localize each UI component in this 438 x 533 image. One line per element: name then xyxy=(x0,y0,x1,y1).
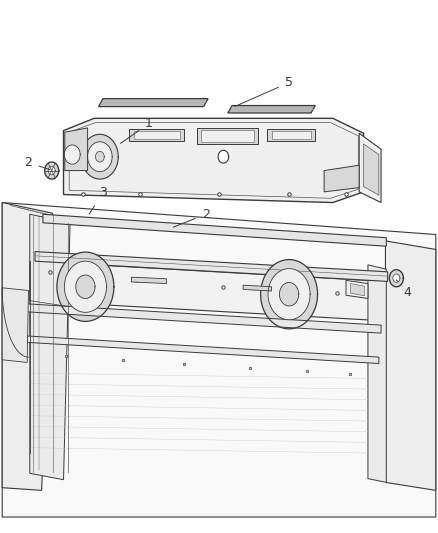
Polygon shape xyxy=(197,128,258,144)
Polygon shape xyxy=(43,214,386,246)
Polygon shape xyxy=(393,274,400,282)
Polygon shape xyxy=(272,131,311,139)
Polygon shape xyxy=(65,128,88,171)
Polygon shape xyxy=(99,99,208,107)
Polygon shape xyxy=(385,241,436,490)
Polygon shape xyxy=(2,203,436,517)
Polygon shape xyxy=(368,265,386,482)
Polygon shape xyxy=(134,131,180,139)
Polygon shape xyxy=(267,129,315,141)
Polygon shape xyxy=(389,270,403,287)
Polygon shape xyxy=(64,261,106,312)
Polygon shape xyxy=(261,260,318,329)
Text: 3: 3 xyxy=(89,187,107,214)
Polygon shape xyxy=(364,144,379,195)
Polygon shape xyxy=(268,269,310,320)
Polygon shape xyxy=(48,166,55,175)
Polygon shape xyxy=(346,280,368,298)
Polygon shape xyxy=(81,134,118,179)
Polygon shape xyxy=(24,336,379,364)
Polygon shape xyxy=(201,130,254,142)
Polygon shape xyxy=(30,214,70,480)
Polygon shape xyxy=(228,106,315,113)
Text: 2: 2 xyxy=(173,208,210,227)
Polygon shape xyxy=(95,151,104,162)
Polygon shape xyxy=(2,203,53,490)
Text: 2: 2 xyxy=(25,156,50,169)
Polygon shape xyxy=(129,129,184,141)
Text: 1: 1 xyxy=(120,117,153,143)
Polygon shape xyxy=(88,142,112,172)
Polygon shape xyxy=(26,304,381,333)
Polygon shape xyxy=(64,118,364,203)
Polygon shape xyxy=(279,282,299,306)
Polygon shape xyxy=(131,277,166,284)
Polygon shape xyxy=(35,252,388,281)
Text: 5: 5 xyxy=(235,76,293,107)
Polygon shape xyxy=(64,145,80,164)
Polygon shape xyxy=(359,133,381,203)
Polygon shape xyxy=(30,261,385,321)
Polygon shape xyxy=(243,285,272,291)
Polygon shape xyxy=(76,275,95,298)
Polygon shape xyxy=(324,165,359,192)
Polygon shape xyxy=(45,162,59,179)
Polygon shape xyxy=(2,288,28,362)
Text: 4: 4 xyxy=(396,280,411,298)
Polygon shape xyxy=(218,150,229,163)
Polygon shape xyxy=(57,252,114,321)
Polygon shape xyxy=(350,284,364,296)
